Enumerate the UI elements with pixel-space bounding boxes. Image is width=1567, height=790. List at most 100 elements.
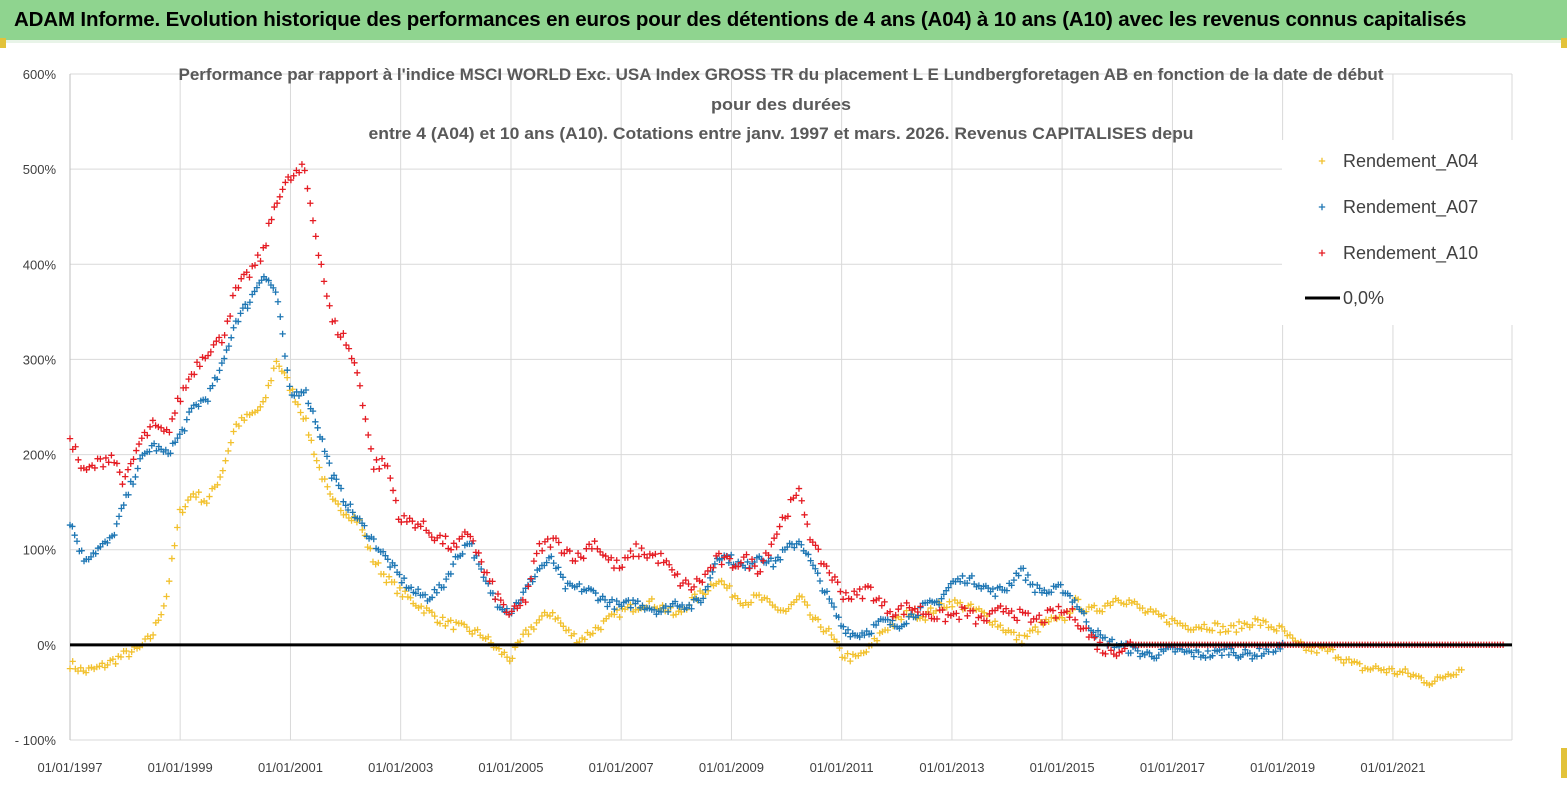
data-point — [503, 653, 511, 661]
data-point — [262, 394, 269, 401]
data-point — [1228, 645, 1235, 652]
data-point — [160, 602, 168, 610]
data-point — [1195, 648, 1202, 656]
data-point — [1010, 576, 1018, 584]
data-point — [144, 432, 151, 439]
data-point — [1036, 612, 1043, 619]
data-point — [608, 596, 616, 603]
data-point — [1166, 620, 1173, 628]
data-point — [168, 415, 176, 423]
data-point — [295, 169, 303, 176]
data-point — [214, 481, 221, 488]
y-tick-label: 100% — [23, 543, 57, 558]
data-point — [235, 318, 242, 325]
x-tick-label: 01/01/2003 — [368, 760, 433, 775]
data-point — [1249, 655, 1256, 662]
data-point — [933, 615, 941, 623]
data-point — [98, 660, 106, 667]
data-point — [216, 473, 224, 481]
data-point — [497, 596, 504, 604]
data-point — [847, 657, 854, 665]
data-point — [326, 490, 334, 498]
data-point — [961, 604, 968, 612]
data-point — [840, 623, 847, 630]
data-point — [1034, 581, 1041, 589]
data-point — [153, 447, 160, 455]
data-point — [903, 620, 910, 627]
data-point — [196, 363, 203, 370]
data-point — [1013, 636, 1020, 643]
data-point — [345, 345, 353, 352]
data-point — [379, 548, 387, 555]
data-point — [301, 167, 308, 174]
data-point — [1139, 604, 1146, 612]
data-point — [447, 546, 455, 553]
data-point — [396, 584, 403, 592]
data-point — [963, 580, 971, 587]
data-point — [798, 593, 806, 601]
data-point — [309, 217, 317, 224]
data-point — [1198, 625, 1205, 632]
data-point — [244, 305, 251, 312]
data-point — [287, 176, 295, 184]
data-point — [224, 317, 231, 325]
data-point — [105, 459, 112, 466]
data-point — [1008, 607, 1015, 615]
data-point — [270, 365, 277, 372]
data-point — [538, 547, 546, 554]
data-point — [1286, 631, 1294, 639]
data-point — [721, 581, 728, 588]
data-point — [463, 623, 471, 631]
data-point — [149, 417, 157, 424]
data-point — [73, 538, 81, 545]
data-point — [475, 549, 482, 557]
data-point — [494, 590, 502, 598]
data-point — [519, 631, 527, 638]
data-point — [184, 496, 192, 504]
data-point — [1071, 616, 1079, 624]
data-point — [1214, 620, 1221, 627]
data-point — [146, 448, 153, 455]
data-point — [1107, 602, 1114, 609]
data-point — [613, 597, 620, 605]
data-point — [1057, 581, 1064, 588]
data-point — [991, 618, 999, 625]
data-point — [203, 499, 210, 507]
data-point — [969, 607, 977, 614]
data-point — [755, 591, 763, 599]
data-point — [411, 524, 419, 532]
data-point — [69, 523, 76, 530]
data-point — [1308, 648, 1315, 655]
data-point — [1002, 605, 1010, 612]
data-point — [279, 330, 286, 338]
data-point — [1204, 647, 1212, 655]
x-tick-label: 01/01/2007 — [589, 760, 654, 775]
data-point — [436, 620, 444, 627]
data-point — [613, 557, 620, 564]
data-point — [814, 569, 821, 577]
data-point — [337, 333, 344, 341]
data-point — [634, 597, 641, 605]
data-point — [972, 620, 979, 628]
data-point — [181, 427, 188, 434]
data-point — [108, 452, 115, 459]
data-point — [784, 513, 792, 520]
data-point — [204, 352, 212, 359]
data-point — [1134, 647, 1141, 655]
data-point — [207, 348, 215, 356]
corner-mark-right — [1561, 38, 1567, 48]
data-point — [262, 242, 270, 249]
data-point — [1102, 650, 1109, 658]
data-point — [333, 476, 340, 483]
data-point — [133, 447, 140, 454]
data-point — [302, 386, 310, 394]
data-point — [222, 457, 229, 464]
data-point — [385, 573, 393, 580]
data-point — [583, 545, 590, 552]
data-point — [223, 346, 230, 354]
y-tick-label: 500% — [23, 162, 57, 177]
data-point — [1254, 616, 1262, 623]
data-point — [900, 611, 908, 618]
gridlines — [69, 73, 1513, 741]
